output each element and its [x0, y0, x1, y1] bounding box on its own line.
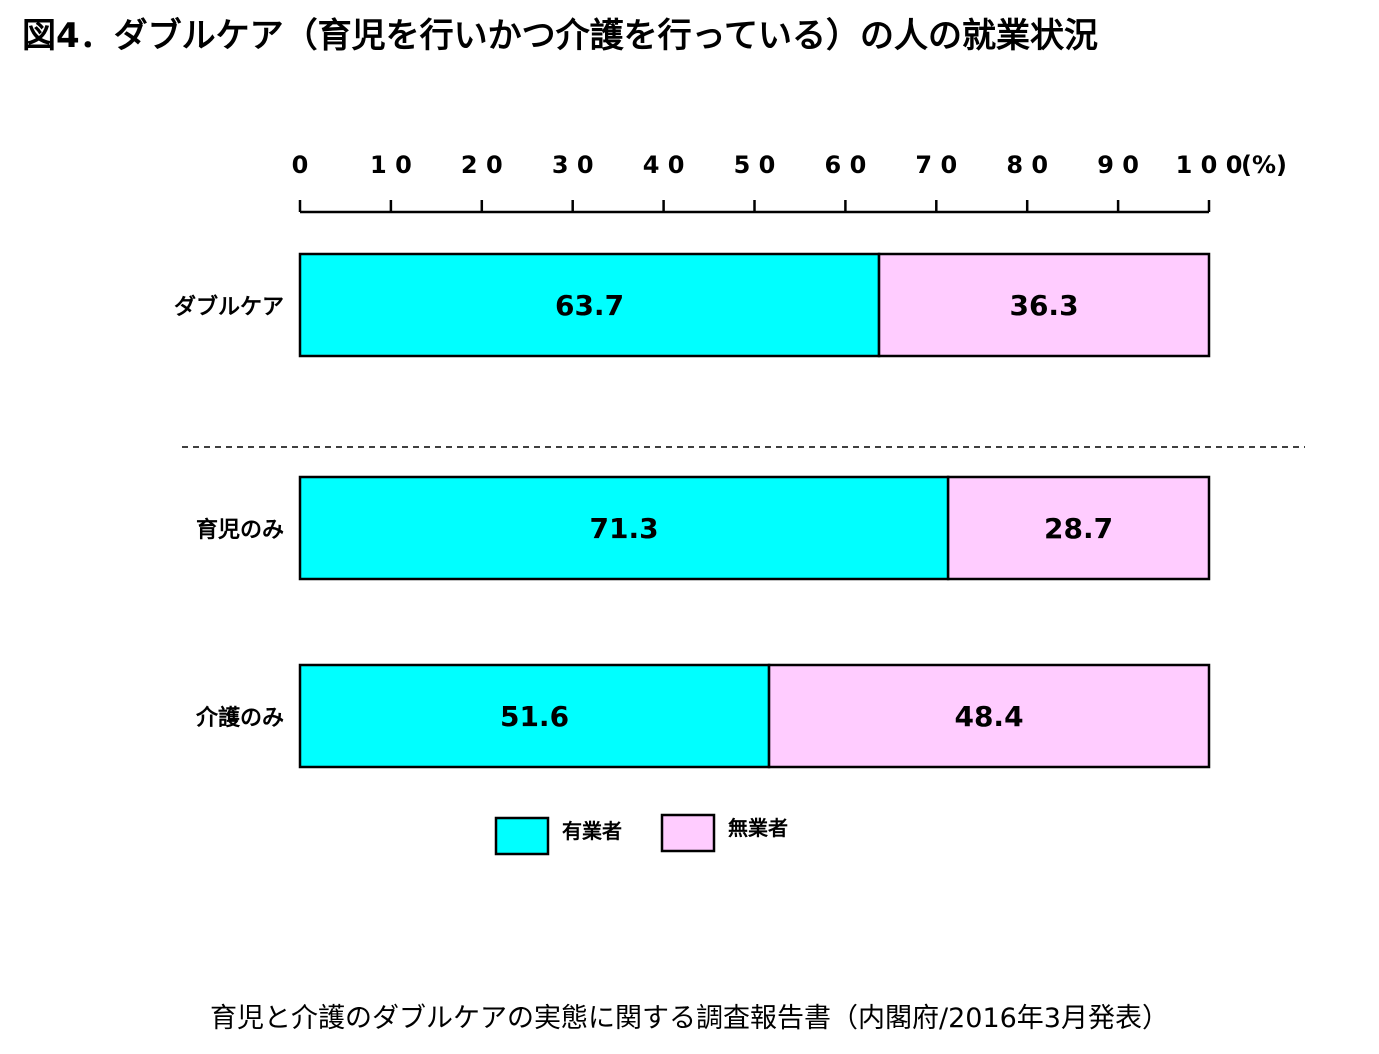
legend-label: 無業者 — [728, 816, 788, 840]
legend-label: 有業者 — [562, 819, 622, 843]
x-tick-label: 3 0 — [552, 151, 594, 179]
bar-segment — [298, 663, 771, 769]
x-tick-label: 7 0 — [915, 151, 957, 179]
category-label: ダブルケア — [174, 294, 284, 320]
x-tick-label: 9 0 — [1097, 151, 1139, 179]
x-tick-label: 2 0 — [461, 151, 503, 179]
bar-segment — [877, 252, 1211, 358]
x-tick-label: 1 0 — [370, 151, 412, 179]
chart-title: 図4．ダブルケア（育児を行いかつ介護を行っている）の人の就業状況 — [22, 16, 1098, 56]
source-note: 育児と介護のダブルケアの実態に関する調査報告書（内閣府/2016年3月発表） — [210, 1003, 1169, 1034]
bars: ダブルケア 63.7 36.3 育児のみ 71.3 28.7 介護のみ 51.6 48.4 — [174, 252, 1211, 769]
legend-swatch — [660, 813, 716, 853]
x-tick-label: 1 0 0 — [1176, 151, 1243, 179]
x-tick-label: 5 0 — [734, 151, 776, 179]
data-label: 28.7 — [1044, 512, 1113, 545]
x-axis: 0 1 0 2 0 3 0 4 0 5 0 6 0 7 0 8 0 9 0 1 0 0(%) — [292, 151, 1287, 214]
bar-segment — [298, 475, 950, 581]
category-label: 育児のみ — [196, 517, 284, 543]
data-label: 36.3 — [1009, 289, 1078, 322]
bar-segment — [298, 252, 881, 358]
data-label: 71.3 — [590, 512, 659, 545]
bar-segment — [767, 663, 1211, 769]
x-tick-label: 6 0 — [825, 151, 867, 179]
category-label: 介護のみ — [195, 705, 284, 731]
data-label: 63.7 — [555, 289, 624, 322]
x-tick-label: 8 0 — [1006, 151, 1048, 179]
x-tick-label: 4 0 — [643, 151, 685, 179]
legend: 有業者 無業者 — [494, 813, 788, 856]
data-label: 48.4 — [954, 700, 1023, 733]
bar-segment — [946, 475, 1211, 581]
legend-swatch — [494, 816, 550, 856]
x-tick-label: 0 — [292, 151, 309, 179]
data-label: 51.6 — [500, 700, 569, 733]
x-axis-unit: (%) — [1241, 151, 1287, 179]
